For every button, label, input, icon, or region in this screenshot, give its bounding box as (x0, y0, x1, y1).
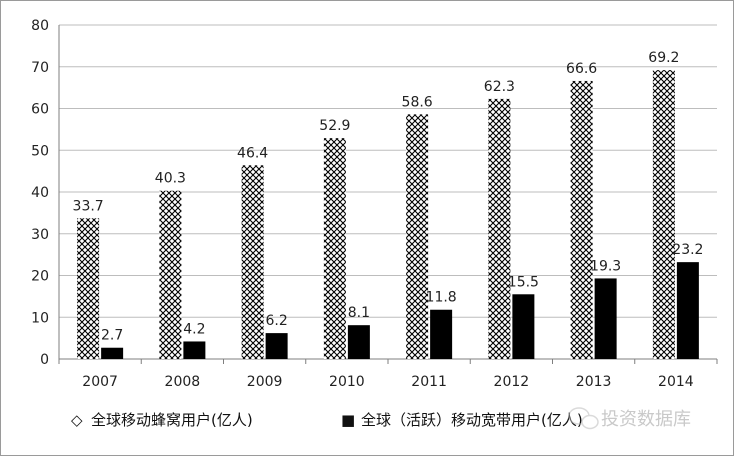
data-label-mobile-cellular: 33.7 (73, 198, 104, 214)
bar-mobile-broadband (265, 333, 288, 359)
data-label-mobile-broadband: 15.5 (508, 274, 539, 290)
data-label-mobile-cellular: 52.9 (319, 118, 350, 134)
y-tick-label: 40 (31, 185, 49, 201)
data-label-mobile-broadband: 11.8 (426, 290, 457, 306)
data-labels: 33.7 2.7 40.3 4.2 46.4 6.2 52.9 8.1 58.6 11.8 62.3… (73, 50, 704, 344)
y-tick-label: 0 (40, 352, 49, 368)
y-tick-label: 80 (31, 18, 49, 34)
data-label-mobile-cellular: 62.3 (484, 79, 515, 95)
x-tick-label: 2010 (329, 374, 365, 390)
bar-mobile-cellular (77, 218, 100, 359)
bar-mobile-broadband (430, 309, 453, 359)
bar-mobile-broadband (512, 294, 535, 359)
x-tick-label: 2011 (411, 374, 447, 390)
bar-mobile-cellular (488, 98, 511, 360)
x-tick-label: 2013 (576, 374, 612, 390)
y-tick-label: 60 (31, 102, 49, 118)
data-label-mobile-cellular: 40.3 (155, 171, 186, 187)
data-label-mobile-cellular: 66.6 (566, 61, 597, 77)
bar-mobile-cellular (406, 114, 429, 359)
bar-mobile-broadband (594, 278, 617, 359)
y-tick-label: 10 (31, 310, 49, 326)
y-tick-label: 70 (31, 60, 49, 76)
y-tick-label: 50 (31, 143, 49, 159)
bar-mobile-cellular (159, 190, 182, 359)
data-label-mobile-broadband: 19.3 (590, 258, 621, 274)
wechat-icon (568, 407, 599, 430)
bar-mobile-cellular (241, 165, 264, 359)
x-tick-label: 2012 (494, 374, 530, 390)
bar-mobile-cellular (323, 138, 346, 359)
data-label-mobile-cellular: 69.2 (648, 50, 679, 66)
bar-mobile-broadband (676, 262, 699, 359)
data-label-mobile-broadband: 2.7 (101, 328, 123, 344)
data-label-mobile-broadband: 8.1 (348, 305, 370, 321)
bars (77, 70, 699, 360)
bar-mobile-broadband (347, 325, 370, 359)
legend-label-mobile-cellular: 全球移动蜂窝用户(亿人) (91, 411, 253, 429)
bar-mobile-cellular (570, 80, 593, 359)
bar-mobile-cellular (652, 70, 675, 359)
data-label-mobile-broadband: 23.2 (672, 242, 703, 258)
data-label-mobile-broadband: 6.2 (265, 313, 287, 329)
bar-mobile-broadband (183, 341, 206, 359)
data-label-mobile-broadband: 4.2 (183, 321, 205, 337)
y-tick-label: 20 (31, 269, 49, 285)
x-tick-label: 2014 (658, 374, 694, 390)
watermark-text: 投资数据库 (601, 409, 691, 430)
legend-label-mobile-broadband: 全球（活跃）移动宽带用户(亿人) (361, 411, 583, 429)
legend-symbol-crosshatch: ◇ (71, 411, 83, 429)
x-tick-label: 2008 (165, 374, 201, 390)
legend: ◇ 全球移动蜂窝用户(亿人) ■ 全球（活跃）移动宽带用户(亿人) (71, 411, 583, 429)
data-label-mobile-cellular: 58.6 (402, 94, 433, 110)
y-tick-label: 30 (31, 227, 49, 243)
data-label-mobile-cellular: 46.4 (237, 145, 268, 161)
watermark: 投资数据库 (568, 407, 691, 430)
x-tick-label: 2009 (247, 374, 283, 390)
legend-symbol-solid: ■ (341, 411, 355, 429)
bar-mobile-broadband (101, 347, 124, 359)
x-tick-label: 2007 (82, 374, 118, 390)
